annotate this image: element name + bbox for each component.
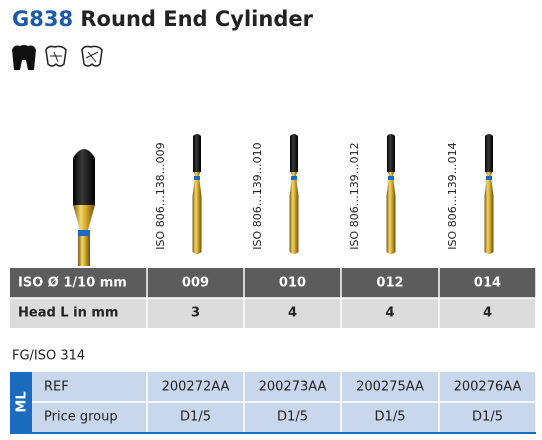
- iso-label: ISO 806…138…009: [154, 142, 167, 249]
- iso-label: ISO 806…139…010: [251, 142, 264, 249]
- cell: 012: [376, 276, 403, 291]
- burs: ISO 806…138…009 ISO 806…139…010 ISO 806…13…: [154, 134, 494, 254]
- order-table: REF 200272AA 200273AA 200275AA 200276AA Price…: [10, 372, 537, 434]
- shank-label: FG/ISO 314: [12, 349, 85, 364]
- group-label: ML: [15, 391, 30, 412]
- cell: D1/5: [472, 410, 503, 425]
- row-label: Head L in mm: [18, 306, 118, 321]
- product-code: G838: [12, 7, 73, 31]
- cell: 009: [182, 276, 209, 291]
- cell: 4: [483, 306, 492, 321]
- row-label: ISO Ø 1/10 mm: [18, 276, 127, 291]
- cell: D1/5: [277, 410, 308, 425]
- row-label: Price group: [44, 410, 118, 425]
- iso-label: ISO 806…139…012: [348, 142, 361, 249]
- title: G838 Round End Cylinder: [12, 7, 314, 31]
- cell: 200273AA: [259, 380, 327, 395]
- cell: 4: [288, 306, 297, 321]
- product-name: Round End Cylinder: [80, 7, 313, 31]
- cell: D1/5: [375, 410, 406, 425]
- cell: 014: [474, 276, 501, 291]
- cell: 4: [385, 306, 394, 321]
- cell: 200272AA: [162, 380, 230, 395]
- cell: 010: [279, 276, 306, 291]
- cell: 3: [191, 306, 200, 321]
- size-header-bg: [10, 268, 536, 298]
- cell: D1/5: [180, 410, 211, 425]
- group-strip: [10, 372, 32, 432]
- row-label: REF: [44, 380, 69, 395]
- cell: 200275AA: [356, 380, 424, 395]
- size-table: ISO Ø 1/10 mm 009 010 012 014 Head L in mm 3 4 4…: [10, 268, 537, 328]
- cell: 200276AA: [454, 380, 522, 395]
- bur-large: [73, 149, 95, 266]
- icons: [12, 45, 103, 70]
- bur: [386, 134, 396, 254]
- bur: [484, 134, 494, 254]
- bur: [192, 134, 202, 254]
- size-row-bg: [10, 298, 536, 328]
- bur: [289, 134, 299, 254]
- iso-label: ISO 806…139…014: [446, 142, 459, 249]
